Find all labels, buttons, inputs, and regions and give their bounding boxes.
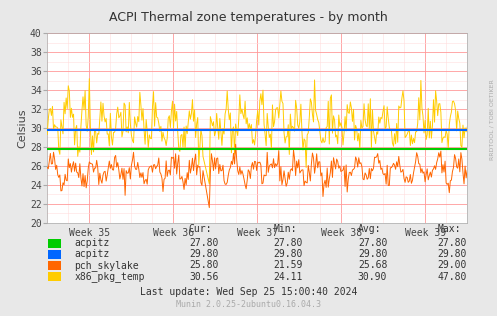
Text: Min:: Min: bbox=[273, 224, 297, 234]
Text: 29.80: 29.80 bbox=[358, 249, 387, 259]
Text: 27.80: 27.80 bbox=[189, 238, 218, 248]
Text: 30.56: 30.56 bbox=[189, 271, 218, 282]
Text: Avg:: Avg: bbox=[358, 224, 381, 234]
Text: Max:: Max: bbox=[437, 224, 461, 234]
Text: 47.80: 47.80 bbox=[437, 271, 467, 282]
Text: 27.80: 27.80 bbox=[273, 238, 303, 248]
Text: 25.68: 25.68 bbox=[358, 260, 387, 270]
Text: acpitz: acpitz bbox=[75, 238, 110, 248]
Text: ACPI Thermal zone temperatures - by month: ACPI Thermal zone temperatures - by mont… bbox=[109, 11, 388, 24]
Text: 27.80: 27.80 bbox=[437, 238, 467, 248]
Text: 25.80: 25.80 bbox=[189, 260, 218, 270]
Text: 24.11: 24.11 bbox=[273, 271, 303, 282]
Text: Munin 2.0.25-2ubuntu0.16.04.3: Munin 2.0.25-2ubuntu0.16.04.3 bbox=[176, 300, 321, 309]
Text: 29.80: 29.80 bbox=[437, 249, 467, 259]
Text: Cur:: Cur: bbox=[189, 224, 212, 234]
Y-axis label: Celsius: Celsius bbox=[17, 108, 27, 148]
Text: x86_pkg_temp: x86_pkg_temp bbox=[75, 271, 145, 282]
Text: RRDTOOL / TOBI OETIKER: RRDTOOL / TOBI OETIKER bbox=[490, 80, 495, 161]
Text: 29.00: 29.00 bbox=[437, 260, 467, 270]
Text: 21.59: 21.59 bbox=[273, 260, 303, 270]
Text: 27.80: 27.80 bbox=[358, 238, 387, 248]
Text: 29.80: 29.80 bbox=[273, 249, 303, 259]
Text: acpitz: acpitz bbox=[75, 249, 110, 259]
Text: 29.80: 29.80 bbox=[189, 249, 218, 259]
Text: Last update: Wed Sep 25 15:00:40 2024: Last update: Wed Sep 25 15:00:40 2024 bbox=[140, 287, 357, 297]
Text: pch_skylake: pch_skylake bbox=[75, 260, 139, 271]
Text: 30.90: 30.90 bbox=[358, 271, 387, 282]
